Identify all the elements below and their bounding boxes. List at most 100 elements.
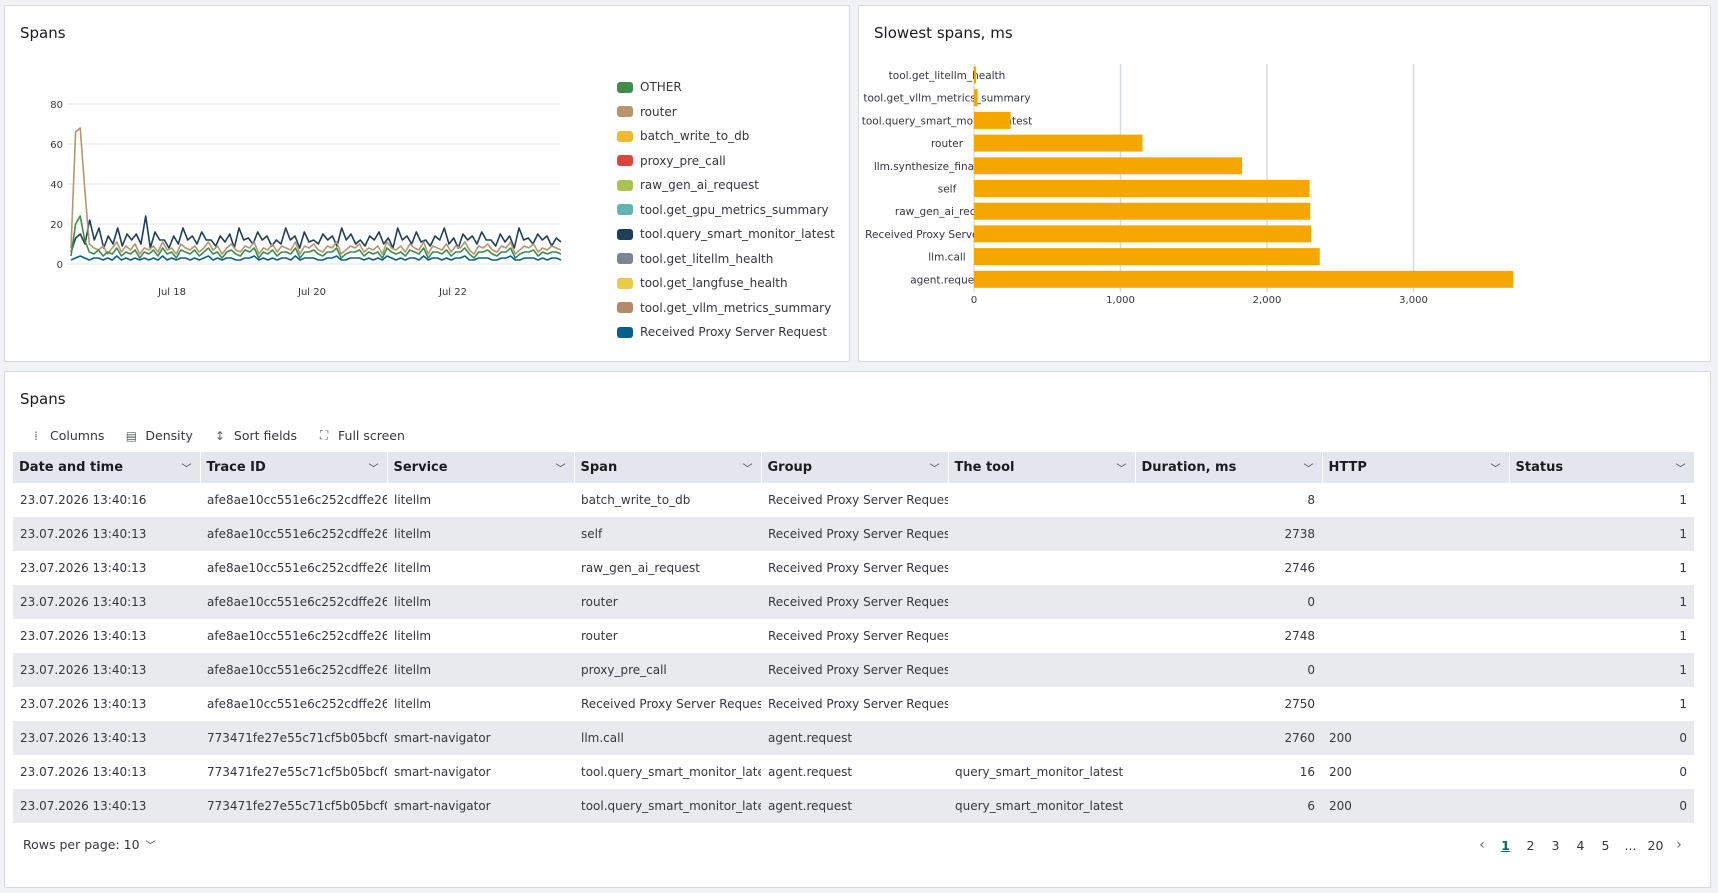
legend-item[interactable]: proxy_pre_call [617, 149, 835, 174]
y-tick-label: 60 [50, 140, 63, 151]
page-button[interactable]: 3 [1551, 837, 1560, 853]
legend-label: tool.query_smart_monitor_latest [640, 227, 835, 242]
page-button[interactable]: 2 [1526, 837, 1535, 853]
legend-swatch [617, 204, 633, 216]
legend-label: raw_gen_ai_request [640, 178, 760, 193]
table-cell: 773471fe27e55c71cf5b05bcf0a [207, 765, 387, 779]
table-row[interactable]: 23.07.2026 13:40:13 afe8ae10cc551e6c252cd… [13, 517, 1694, 551]
table-cell: agent.request [761, 721, 948, 755]
table-row[interactable]: 23.07.2026 13:40:13 afe8ae10cc551e6c252cd… [13, 653, 1694, 687]
bar[interactable] [974, 89, 978, 107]
legend-label: batch_write_to_db [640, 129, 750, 144]
legend-item[interactable]: router [617, 100, 835, 125]
table-row[interactable]: 23.07.2026 13:40:13 afe8ae10cc551e6c252cd… [13, 551, 1694, 585]
spans-line-chart: 0 20 40 60 80 Jul 18 Jul 20 Jul 22 [50, 100, 562, 298]
bar[interactable] [974, 66, 977, 84]
column-header[interactable]: The tool ﹀ [948, 452, 1136, 483]
chevron-down-icon[interactable]: ﹀ [1116, 464, 1127, 475]
chevron-right-icon[interactable]: › [1676, 837, 1682, 853]
table-cell: 23.07.2026 13:40:13 [13, 789, 200, 823]
table-toolbar: ⁞ Columns ▤ Density ↕ Sort fields ⛶ Full screen [29, 428, 405, 443]
column-header[interactable]: Span ﹀ [574, 452, 762, 483]
column-header[interactable]: HTTP ﹀ [1322, 452, 1510, 483]
table-row[interactable]: 23.07.2026 13:40:13 afe8ae10cc551e6c252cd… [13, 619, 1694, 653]
column-header[interactable]: Service ﹀ [387, 452, 575, 483]
column-header[interactable]: Trace ID ﹀ [200, 452, 388, 483]
page-button[interactable]: 5 [1601, 837, 1610, 853]
column-header[interactable]: Group ﹀ [761, 452, 949, 483]
page-button[interactable]: 1 [1501, 837, 1510, 853]
table-cell [1322, 619, 1509, 653]
toolbar-button-label: Density [145, 428, 193, 443]
columns-icon: ⁞ [34, 428, 38, 443]
chevron-down-icon[interactable]: ﹀ [742, 464, 753, 475]
legend-label: proxy_pre_call [640, 153, 726, 168]
bar-category-label: tool.get_vllm_metrics_summary [863, 93, 1030, 105]
chevron-down-icon[interactable]: ﹀ [929, 464, 940, 475]
table-cell: Received Proxy Server Request [581, 697, 761, 711]
chevron-down-icon[interactable]: ﹀ [368, 464, 379, 475]
legend-item[interactable]: tool.get_litellm_health [617, 247, 835, 272]
bar[interactable] [974, 134, 1143, 152]
legend-item[interactable]: tool.get_gpu_metrics_summary [617, 198, 835, 223]
chevron-down-icon[interactable]: ﹀ [1675, 464, 1686, 475]
table-cell: smart-navigator [394, 765, 491, 779]
sort-icon: ↕ [214, 428, 225, 443]
table-row[interactable]: 23.07.2026 13:40:13 773471fe27e55c71cf5b0… [13, 789, 1694, 823]
legend-item[interactable]: batch_write_to_db [617, 124, 835, 149]
page-button[interactable]: 4 [1576, 837, 1585, 853]
table-cell: 2748 [1284, 629, 1315, 643]
table-cell [948, 551, 1135, 585]
table-row[interactable]: 23.07.2026 13:40:13 773471fe27e55c71cf5b0… [13, 721, 1694, 755]
bar[interactable] [974, 225, 1311, 243]
table-cell: afe8ae10cc551e6c252cdffe268 [200, 653, 387, 687]
table-cell [948, 687, 1135, 721]
table-cell: router [574, 585, 761, 619]
legend-swatch [617, 81, 633, 93]
chevron-down-icon[interactable]: ﹀ [181, 464, 192, 475]
table-row[interactable]: 23.07.2026 13:40:13 773471fe27e55c71cf5b0… [13, 755, 1694, 789]
table-cell: 8 [1307, 493, 1315, 507]
bar[interactable] [974, 202, 1311, 220]
chevron-down-icon: ﹀ [145, 841, 156, 852]
full-screen-button[interactable]: ⛶ Full screen [317, 428, 405, 443]
legend-item[interactable]: tool.query_smart_monitor_latest [617, 222, 835, 247]
legend-label: Received Proxy Server Request [640, 325, 828, 340]
chevron-down-icon[interactable]: ﹀ [1303, 464, 1314, 475]
rows-per-page-label: Rows per page: 10 [23, 837, 140, 852]
chevron-left-icon[interactable]: ‹ [1479, 837, 1485, 853]
chevron-down-icon[interactable]: ﹀ [555, 464, 566, 475]
column-header[interactable]: Status ﹀ [1509, 452, 1695, 483]
table-row[interactable]: 23.07.2026 13:40:13 afe8ae10cc551e6c252cd… [13, 687, 1694, 721]
bar[interactable] [974, 248, 1320, 266]
legend-item[interactable]: raw_gen_ai_request [617, 173, 835, 198]
legend-item[interactable]: tool.get_vllm_metrics_summary [617, 296, 835, 321]
bar[interactable] [974, 270, 1514, 288]
table-cell: 1 [1509, 653, 1694, 687]
columns-button[interactable]: ⁞ Columns [29, 428, 104, 443]
rows-per-page-select[interactable]: Rows per page: 10 ﹀ [23, 837, 156, 852]
column-header[interactable]: Duration, ms ﹀ [1135, 452, 1323, 483]
bar[interactable] [974, 111, 1011, 129]
page-button[interactable]: 20 [1647, 837, 1664, 853]
density-button[interactable]: ▤ Density [124, 428, 193, 443]
chevron-down-icon[interactable]: ﹀ [1490, 464, 1501, 475]
table-cell [1322, 551, 1509, 585]
table-row[interactable]: 23.07.2026 13:40:16 afe8ae10cc551e6c252cd… [13, 483, 1694, 517]
slowest-spans-bar-chart: 0 1,000 2,000 3,000 tool.get_litellm_healtht… [862, 64, 1514, 306]
table-cell: afe8ae10cc551e6c252cdffe268 [207, 493, 387, 507]
table-row[interactable]: 23.07.2026 13:40:13 afe8ae10cc551e6c252cd… [13, 585, 1694, 619]
sort-fields-button[interactable]: ↕ Sort fields [213, 428, 297, 443]
pagination: ‹ 1 2 3 4 5... 20 › [1471, 837, 1690, 853]
column-header[interactable]: Date and time ﹀ [13, 452, 201, 483]
legend-item[interactable]: tool.get_langfuse_health [617, 271, 835, 296]
legend-item[interactable]: Received Proxy Server Request [617, 320, 835, 345]
table-cell: 773471fe27e55c71cf5b05bcf0a [200, 789, 387, 823]
bar[interactable] [974, 157, 1243, 175]
column-header-label: Status [1515, 460, 1564, 475]
legend-item[interactable]: OTHER [617, 75, 835, 100]
bar[interactable] [974, 180, 1310, 197]
table-cell: 773471fe27e55c71cf5b05bcf0a [200, 721, 387, 755]
panel-title: Slowest spans, ms [874, 24, 1013, 42]
table-cell: 0 [1679, 765, 1687, 779]
